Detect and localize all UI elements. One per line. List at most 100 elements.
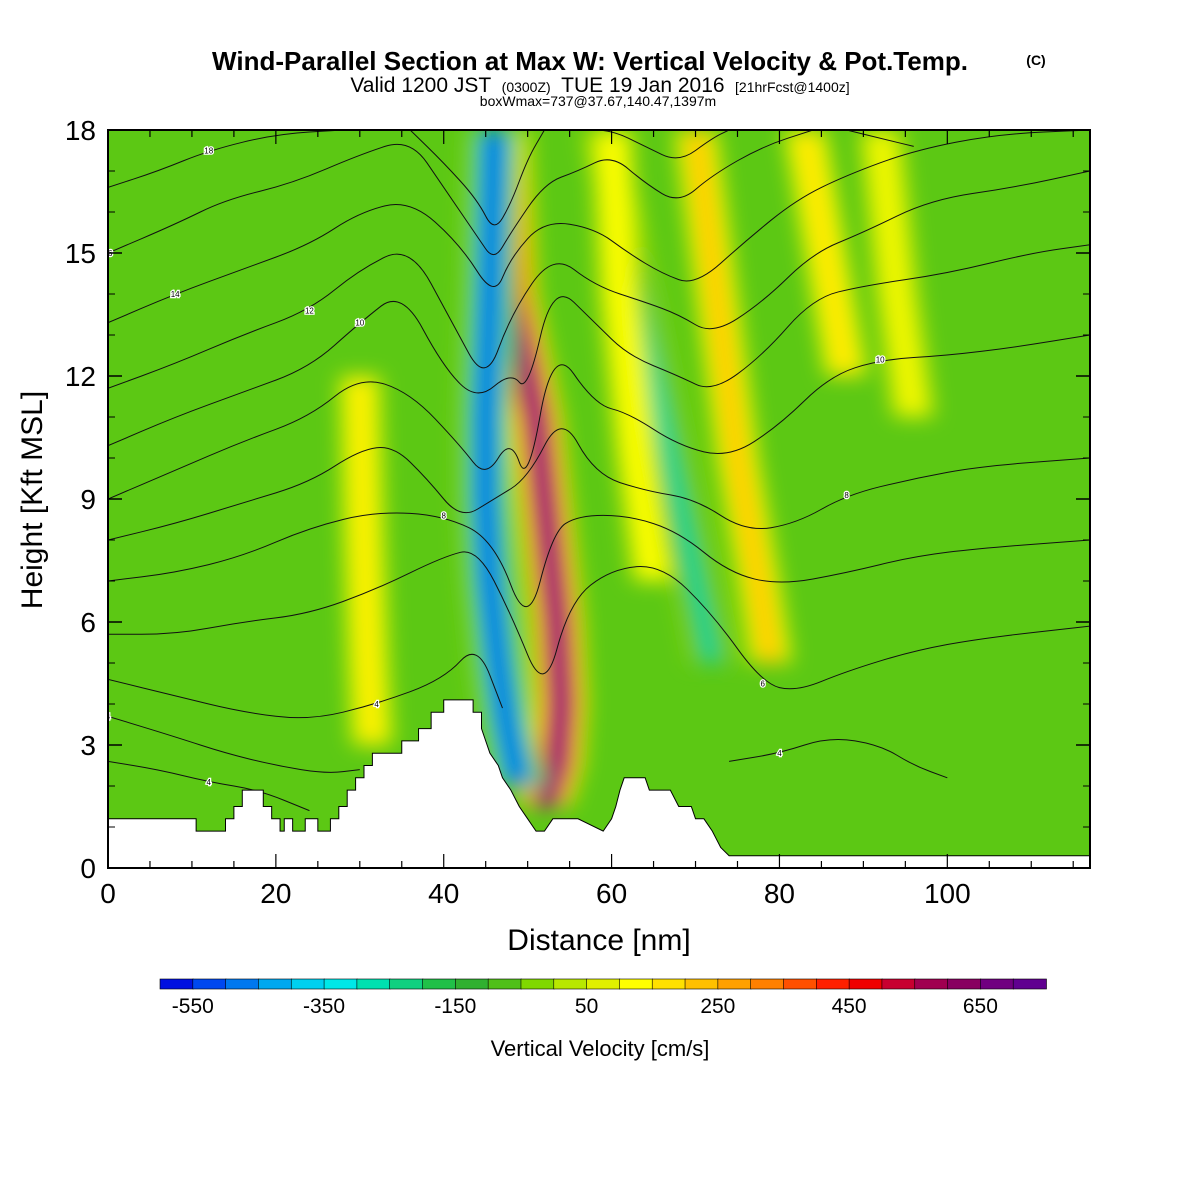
colorbar-swatch: [750, 978, 785, 990]
colorbar-swatch: [553, 978, 588, 990]
colorbar-swatch: [455, 978, 489, 990]
colorbar-swatch: [1012, 978, 1047, 990]
colorbar-swatch: [651, 978, 686, 990]
chart-title: Wind-Parallel Section at Max W: Vertical…: [212, 46, 968, 76]
theta-contour-line: [108, 130, 344, 188]
theta-contour-line: [108, 715, 360, 773]
theta-contour-line: [108, 512, 1090, 608]
theta-contour-line: [578, 130, 730, 159]
colorbar-swatch: [586, 978, 621, 990]
colorbar-tick-label: -550: [172, 995, 214, 1018]
colorbar-swatch: [815, 978, 850, 990]
y-axis: 0 3 6 9 12 15 18: [65, 115, 1090, 884]
theta-contour-line: [108, 170, 1090, 389]
colorbar: [159, 978, 1047, 990]
y-axis-label: Height [Kft MSL]: [16, 391, 49, 609]
theta-contour-label: 14: [171, 290, 180, 299]
subtitle-forecast: [21hrFcst@1400z]: [735, 79, 850, 95]
velocity-band-1-6: [480, 130, 525, 786]
theta-contour-label: 18: [204, 147, 213, 156]
colorbar-swatch: [290, 978, 325, 990]
velocity-band-5-6: [607, 130, 658, 581]
colorbar-swatch: [258, 978, 293, 990]
theta-contour-line: [108, 551, 1090, 690]
colorbar-swatch: [422, 978, 457, 990]
colorbar-tick-label: 450: [832, 995, 867, 1018]
velocity-band-3-6: [691, 130, 776, 663]
x-tick-label: 100: [924, 878, 971, 909]
plot-area: 4444688101012141618: [106, 130, 1090, 868]
theta-contour-label: 4: [106, 712, 111, 721]
x-axis-label: Distance [nm]: [507, 924, 690, 957]
colorbar-swatch: [192, 978, 227, 990]
terrain-mask: [108, 699, 1090, 868]
subtitle-valid: Valid 1200 JST: [350, 74, 491, 97]
colorbar-tick-label: 650: [963, 995, 998, 1018]
theta-contour-label: 8: [844, 491, 849, 500]
colorbar-swatch: [947, 978, 982, 990]
y-tick-label: 15: [65, 238, 96, 269]
subtitle-utc: (0300Z): [502, 79, 551, 95]
colorbar-swatch: [389, 978, 424, 990]
colorbar-swatch: [520, 978, 555, 990]
y-tick-label: 3: [80, 730, 96, 761]
colorbar-swatch: [225, 978, 260, 990]
theta-contour-label: 4: [777, 749, 782, 758]
x-axis: 0 20 40 60 80 100: [100, 878, 970, 909]
potential-temperature-contours: 4444688101012141618: [106, 130, 1090, 812]
colorbar-tick-label: 250: [700, 995, 735, 1018]
y-tick-label: 12: [65, 361, 96, 392]
theta-contour-line: [108, 428, 1090, 541]
colorbar-swatch: [783, 978, 818, 990]
colorbar-swatch: [881, 978, 916, 990]
colorbar-swatch: [487, 978, 522, 990]
velocity-band-7-6: [875, 130, 919, 417]
theta-contour-line: [108, 244, 1090, 447]
y-tick-label: 6: [80, 607, 96, 638]
chart-box-info: boxWmax=737@37.67,140.47,1397m: [480, 93, 716, 109]
theta-contour-line: [108, 130, 1090, 324]
colorbar-swatch: [914, 978, 949, 990]
top-edge-ticks: [149, 130, 1074, 144]
theta-contour-label: 12: [305, 306, 314, 315]
theta-contour-line: [409, 130, 545, 226]
y-tick-label: 0: [80, 853, 96, 884]
theta-contour-label: 10: [876, 356, 885, 365]
x-tick-label: 20: [260, 878, 291, 909]
x-tick-label: 60: [596, 878, 627, 909]
vertical-velocity-field: [337, 130, 936, 807]
colorbar-label: Vertical Velocity [cm/s]: [491, 1036, 710, 1061]
terrain-ticks: [149, 854, 1074, 868]
colorbar-swatch: [717, 978, 752, 990]
colorbar-swatch: [356, 978, 391, 990]
theta-contour-line: [108, 653, 503, 719]
theta-contour-line: [108, 130, 814, 256]
theta-contour-line: [108, 334, 1090, 500]
colorbar-swatch: [684, 978, 719, 990]
theta-contour-label: 6: [760, 680, 765, 689]
x-tick-label: 0: [100, 878, 116, 909]
chart-subtitle: Valid 1200 JST (0300Z) TUE 19 Jan 2016 […: [350, 74, 849, 97]
colorbar-swatch: [159, 978, 194, 990]
x-tick-label: 80: [764, 878, 795, 909]
subtitle-date: TUE 19 Jan 2016: [561, 74, 724, 97]
colorbar-tick-labels: -550 -350 -150 50 250 450 650: [172, 995, 998, 1018]
y-tick-label: 18: [65, 115, 96, 146]
theta-contour-line: [729, 739, 948, 779]
colorbar-swatch: [619, 978, 654, 990]
theta-contour-label: 4: [206, 778, 211, 787]
colorbar-swatch: [980, 978, 1014, 990]
x-tick-label: 40: [428, 878, 459, 909]
y-tick-label: 9: [80, 484, 96, 515]
colorbar-swatch: [323, 978, 358, 990]
velocity-band-4-6: [355, 376, 377, 745]
colorbar-tick-label: -350: [303, 995, 345, 1018]
colorbar-tick-label: -150: [434, 995, 476, 1018]
chart-title-mark: (C): [1026, 52, 1045, 68]
theta-contour-label: 4: [374, 700, 379, 709]
theta-contour-label: 8: [441, 511, 446, 520]
colorbar-tick-label: 50: [575, 995, 598, 1018]
theta-contour-label: 10: [355, 319, 364, 328]
colorbar-swatch: [848, 978, 883, 990]
